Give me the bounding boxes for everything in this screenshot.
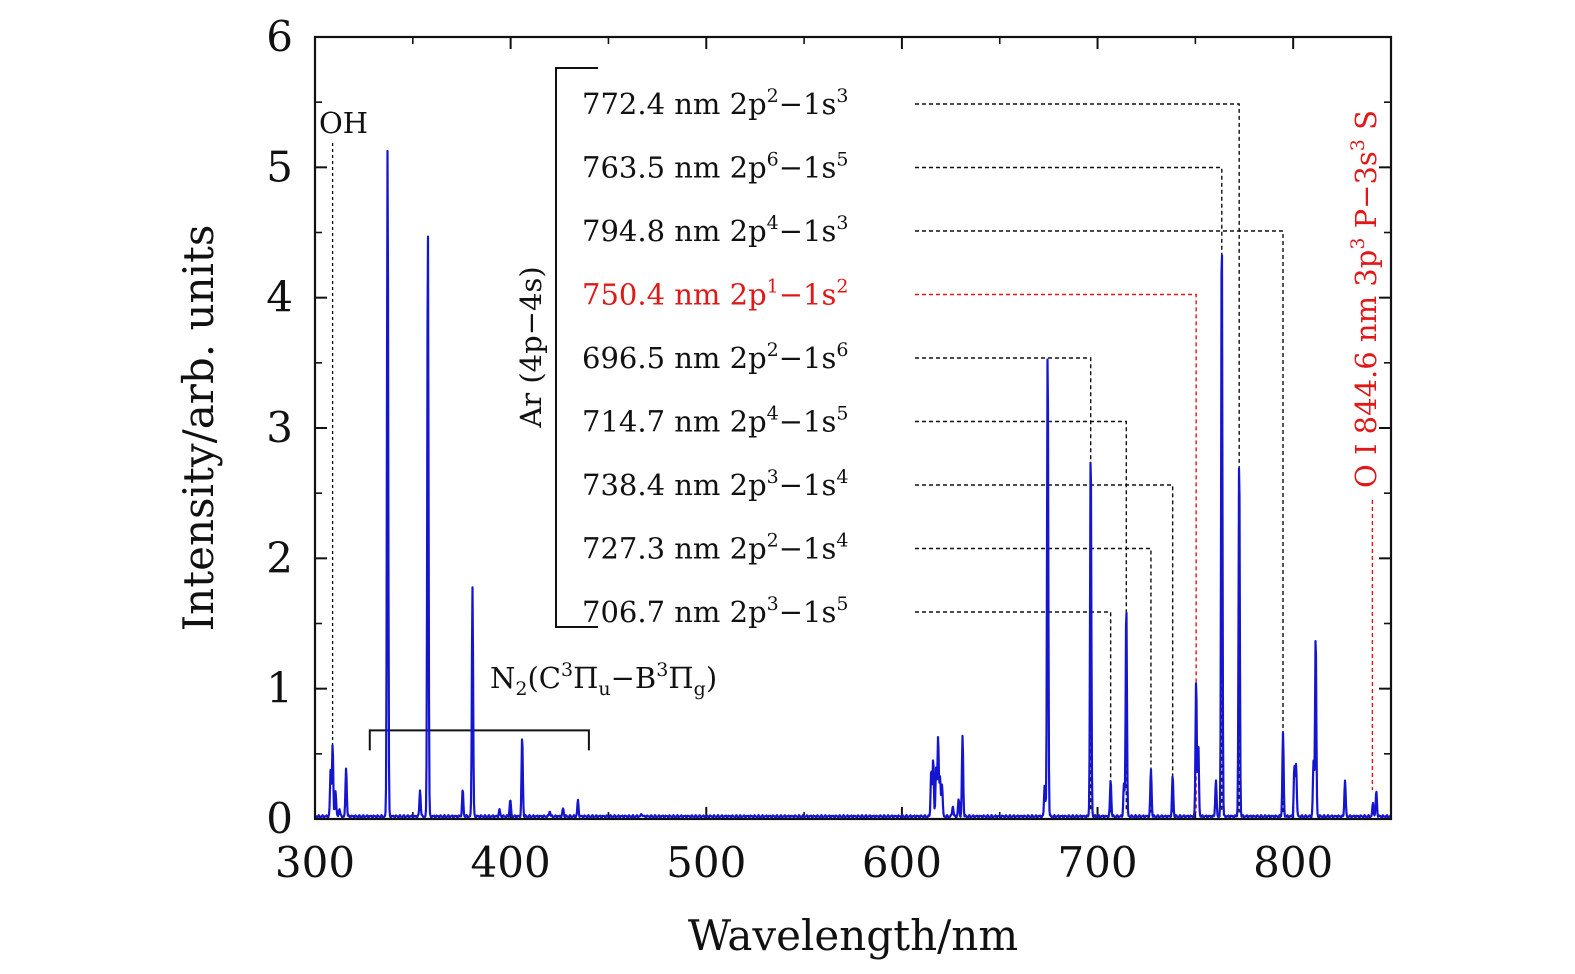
x-tick-label: 300 xyxy=(275,838,355,887)
x-axis-title: Wavelength/nm xyxy=(688,911,1018,960)
y-tick-label: 5 xyxy=(266,142,293,191)
x-tick-label: 400 xyxy=(471,838,551,887)
ar-line-label: 738.4 nm 2p3−1s4 xyxy=(582,466,848,502)
ar-line-label: 750.4 nm 2p1−1s2 xyxy=(582,276,848,312)
series-line-spectrum xyxy=(314,149,1392,819)
ar-line-label: 696.5 nm 2p2−1s6 xyxy=(582,339,848,375)
x-tick-label: 500 xyxy=(666,838,746,887)
ar-leader-line xyxy=(915,166,1223,813)
n2-bracket xyxy=(368,729,590,751)
ar-leader-line xyxy=(915,420,1127,813)
ar-leader-line xyxy=(915,103,1240,813)
x-tick-label: 600 xyxy=(862,838,942,887)
ar-leader-line xyxy=(915,230,1284,813)
ar-line-label: 772.4 nm 2p2−1s3 xyxy=(582,85,848,121)
ar-leader-line xyxy=(915,547,1152,813)
ar-line-label: 714.7 nm 2p4−1s5 xyxy=(582,403,848,439)
y-tick-label: 0 xyxy=(266,794,293,843)
ar-group-bracket xyxy=(555,67,598,628)
y-tick-label: 1 xyxy=(266,664,293,713)
y-tick-label: 6 xyxy=(266,12,293,61)
ar-leader-line xyxy=(915,611,1112,813)
y-axis-title: Intensity/arb. units xyxy=(174,225,223,632)
ar-line-label: 763.5 nm 2p6−1s5 xyxy=(582,149,848,185)
y-tick-label: 4 xyxy=(266,273,293,322)
plot-frame xyxy=(313,35,1393,821)
ar-leader-line xyxy=(915,484,1174,813)
x-tick-label: 700 xyxy=(1057,838,1137,887)
n2-label: N2(C3Πu−B3Πg) xyxy=(490,659,717,700)
oh-label: OH xyxy=(319,106,368,140)
axes: 300 400 500 600 700 800 0 1 2 3 4 5 6 xyxy=(266,12,1391,887)
y-tick-label: 3 xyxy=(266,403,293,452)
y-tick-label: 2 xyxy=(266,533,293,582)
ar-line-label: 727.3 nm 2p2−1s4 xyxy=(582,530,848,566)
oi-label: O I 844.6 nm 3p3 P−3s3 S xyxy=(1347,110,1383,488)
ar-line-label: 794.8 nm 2p4−1s3 xyxy=(582,212,848,248)
ar-line-label: 706.7 nm 2p3−1s5 xyxy=(582,593,848,629)
ar-leader-line xyxy=(915,357,1092,813)
ar-leader-line xyxy=(915,293,1197,813)
x-tick-label: 800 xyxy=(1253,838,1333,887)
ar-group-label: Ar (4p−4s) xyxy=(514,266,548,428)
series-group xyxy=(314,149,1392,819)
